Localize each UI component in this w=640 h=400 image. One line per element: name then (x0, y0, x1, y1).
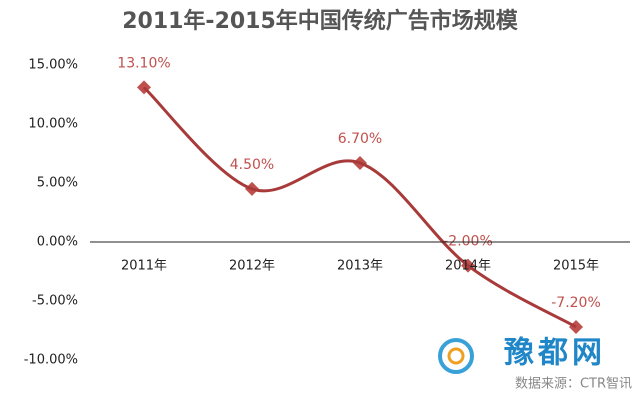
line (142, 86, 577, 329)
watermark-logo (438, 338, 474, 374)
logo-core (447, 347, 465, 365)
y-tick-label: 5.00% (37, 176, 78, 191)
data-label: 4.50% (230, 157, 274, 173)
x-tick-label: 2012年 (229, 259, 275, 274)
x-tick-label: 2015年 (553, 259, 599, 274)
data-label: 6.70% (338, 131, 382, 147)
chart-title: 2011年-2015年中国传统广告市场规模 (122, 8, 519, 34)
source-note: 数据来源：CTR智讯 (515, 377, 632, 392)
x-tick-label: 2011年 (121, 259, 167, 274)
y-tick-label: -5.00% (32, 294, 78, 309)
y-tick-label: 15.00% (28, 58, 78, 73)
x-tick-label: 2013年 (337, 259, 383, 274)
y-tick-label: 0.00% (37, 235, 78, 250)
data-label: -7.20% (551, 295, 601, 311)
watermark: 豫都网 (504, 336, 606, 371)
logo-ring (438, 338, 474, 374)
y-tick-label: 10.00% (28, 117, 78, 132)
data-label: 13.10% (117, 55, 170, 71)
x-tick-label: 2014年 (445, 259, 491, 274)
y-tick-label: -10.00% (24, 353, 78, 368)
